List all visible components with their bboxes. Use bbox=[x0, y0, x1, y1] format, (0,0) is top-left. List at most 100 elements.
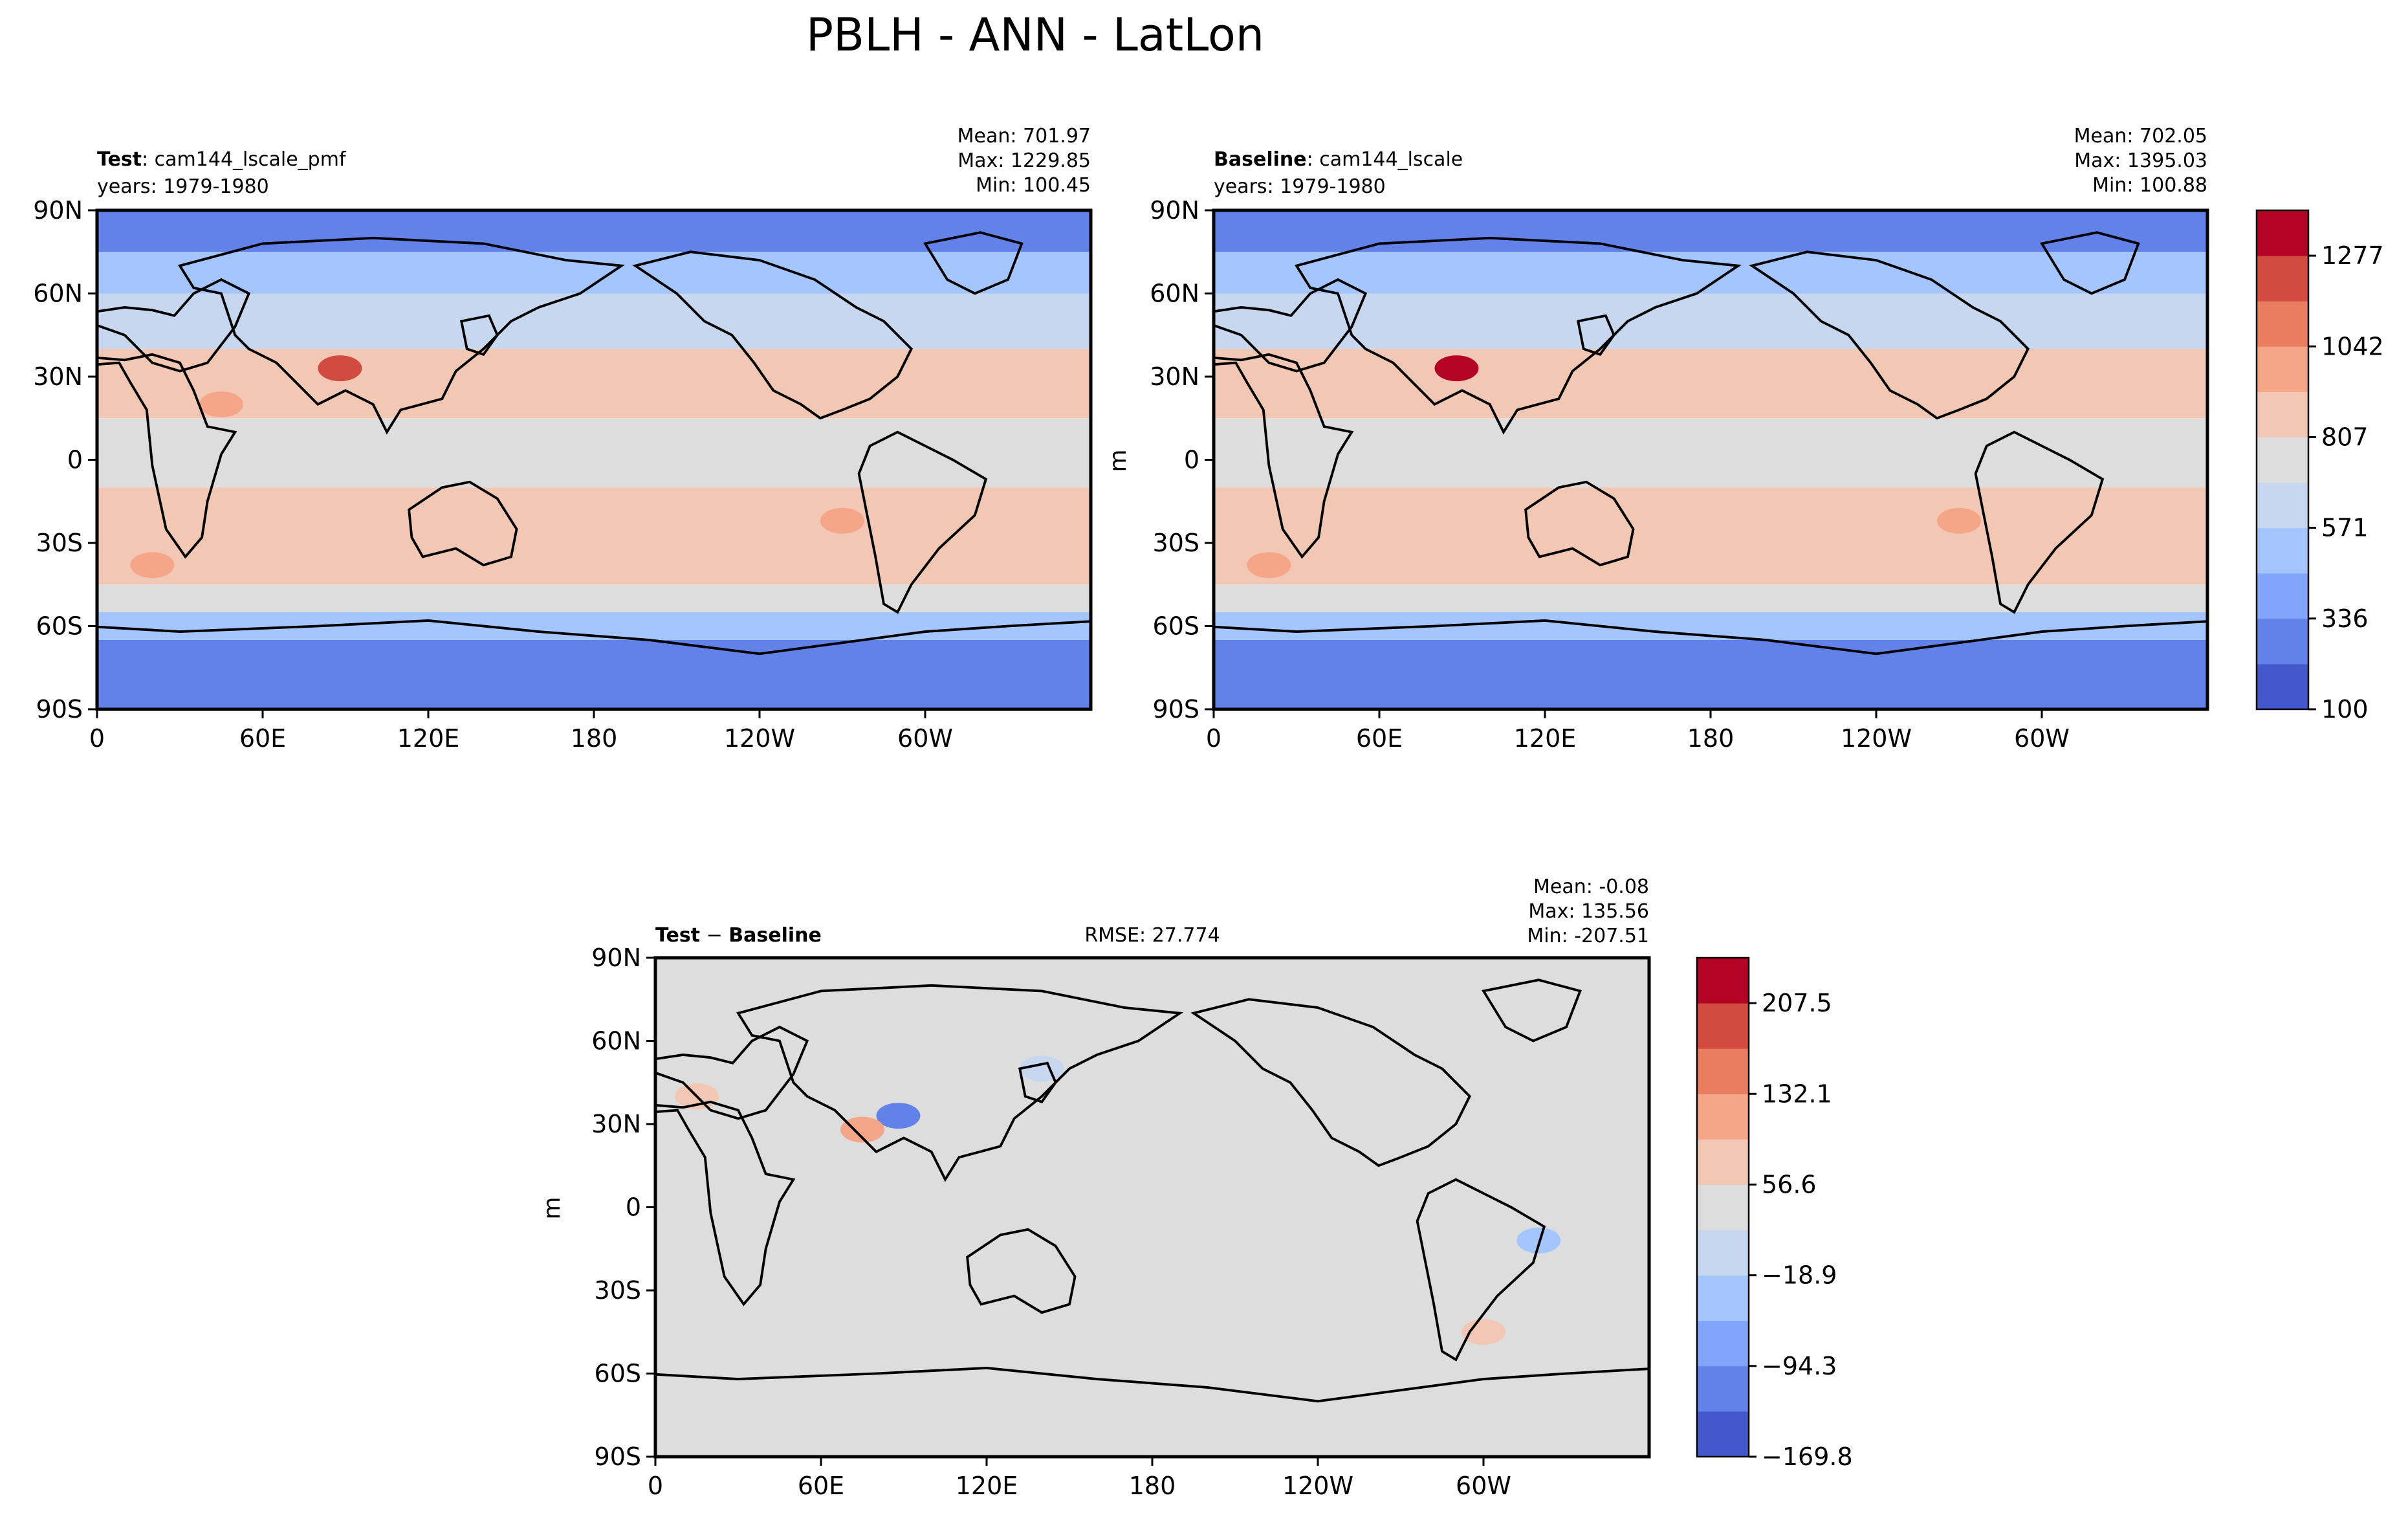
field-band bbox=[1214, 487, 2207, 585]
y-tick-label: 60S bbox=[36, 612, 83, 641]
colorbar-segment bbox=[2257, 256, 2308, 302]
y-tick-label: 90N bbox=[33, 196, 83, 225]
panel-diff-label-bold: Test bbox=[655, 924, 700, 947]
field-hotspot bbox=[199, 391, 243, 417]
colorbar-tick-label: 56.6 bbox=[1762, 1170, 1817, 1198]
colorbar-segment bbox=[1697, 1365, 1749, 1412]
panel-test-label-rest: : cam144_lscale_pmf bbox=[142, 148, 347, 171]
panel-baseline-years: years: 1979-1980 bbox=[1214, 175, 1386, 198]
colorbar-segment bbox=[1697, 1139, 1749, 1185]
y-tick-label: 30N bbox=[1150, 362, 1199, 391]
field-hotspot bbox=[1461, 1319, 1505, 1345]
x-tick-label: 120E bbox=[956, 1472, 1018, 1500]
colorbar-segment bbox=[1697, 1275, 1749, 1321]
panel-diff-rmse: RMSE: 27.774 bbox=[1084, 924, 1220, 947]
colorbar-frame bbox=[1696, 956, 1750, 1458]
y-tick-label: 60N bbox=[1150, 280, 1199, 308]
field-hotspot bbox=[130, 552, 175, 579]
colorbar-tick-label: 100 bbox=[2321, 695, 2369, 723]
colorbar-segment bbox=[2257, 527, 2308, 574]
x-tick-label: 120E bbox=[1514, 724, 1577, 753]
panel-baseline: Baseline: cam144_lscale years: 1979-1980… bbox=[1105, 125, 2209, 753]
panel-test-min: Min: 100.45 bbox=[976, 174, 1091, 197]
x-tick-label: 180 bbox=[1129, 1472, 1176, 1500]
panel-test-label: Test: cam144_lscale_pmf bbox=[97, 148, 347, 171]
x-tick-label: 180 bbox=[1687, 724, 1735, 753]
colorbar-segment bbox=[2257, 618, 2308, 665]
x-tick-label: 120W bbox=[724, 724, 795, 753]
panel-baseline-xticks: 0 60E 120E 180 120W 60W bbox=[1206, 709, 2070, 753]
panel-baseline-mean: Mean: 702.05 bbox=[2074, 125, 2207, 148]
colorbar-tick-label: −169.8 bbox=[1762, 1442, 1853, 1471]
panel-test-label-bold: Test bbox=[97, 148, 142, 171]
field-band bbox=[97, 349, 1091, 419]
colorbar-tick-label: 336 bbox=[2321, 604, 2369, 633]
field-hotspot bbox=[820, 507, 864, 534]
field-hotspot bbox=[318, 355, 362, 382]
colorbar-tick-label: −94.3 bbox=[1762, 1352, 1837, 1380]
field-band bbox=[97, 639, 1091, 709]
panel-test-max: Max: 1229.85 bbox=[958, 149, 1091, 172]
y-tick-label: 30S bbox=[36, 529, 83, 557]
y-tick-label: 0 bbox=[67, 446, 83, 474]
y-tick-label: 60S bbox=[1153, 612, 1199, 641]
colorbar-segment bbox=[1697, 1048, 1749, 1094]
field-band bbox=[97, 487, 1091, 585]
x-tick-label: 120W bbox=[1282, 1472, 1353, 1500]
x-tick-label: 60W bbox=[1456, 1472, 1511, 1500]
colorbar-segment bbox=[2257, 392, 2308, 437]
panel-test-xticks: 0 60E 120E 180 120W 60W bbox=[89, 709, 953, 753]
y-tick-label: 30S bbox=[595, 1276, 641, 1305]
colorbar-segment bbox=[1697, 1320, 1749, 1367]
panel-baseline-yticks: 90N 60N 30N 0 30S 60S 90S bbox=[1150, 196, 1214, 723]
panel-baseline-max: Max: 1395.03 bbox=[2074, 149, 2207, 172]
colorbar-segment bbox=[2257, 482, 2308, 529]
colorbar-tick-label: −18.9 bbox=[1762, 1261, 1837, 1290]
field-band bbox=[97, 252, 1091, 294]
field-hotspot bbox=[1434, 355, 1479, 382]
y-tick-label: 60N bbox=[33, 280, 83, 308]
colorbar-tick-label: 1277 bbox=[2321, 241, 2384, 270]
y-tick-label: 90S bbox=[595, 1442, 641, 1471]
x-tick-label: 60W bbox=[2014, 724, 2070, 753]
panel-diff-xticks: 0 60E 120E 180 120W 60W bbox=[648, 1457, 1511, 1500]
x-tick-label: 60E bbox=[1356, 724, 1403, 753]
field-hotspot bbox=[876, 1103, 921, 1129]
y-tick-label: 30N bbox=[591, 1110, 641, 1138]
field-band bbox=[1214, 293, 2207, 349]
colorbar-diff: 207.5 132.1 56.6 −18.9 −94.3 −169.8 bbox=[1696, 956, 1853, 1471]
field-band bbox=[97, 210, 1091, 252]
colorbar-tick-label: 132.1 bbox=[1762, 1079, 1832, 1108]
colorbar-segment bbox=[1697, 1184, 1749, 1231]
y-tick-label: 90N bbox=[591, 944, 641, 972]
field-band bbox=[1214, 210, 2207, 252]
colorbar-segment bbox=[1697, 1003, 1749, 1049]
panel-baseline-label-rest: : cam144_lscale bbox=[1307, 148, 1463, 171]
panel-baseline-ylabel: m bbox=[1105, 449, 1132, 472]
field-hotspot bbox=[840, 1116, 884, 1143]
colorbar-tick-label: 1042 bbox=[2321, 332, 2384, 360]
colorbar-segment bbox=[1697, 1094, 1749, 1140]
panel-diff: Test − Baseline RMSE: 27.774 Mean: -0.08… bbox=[539, 876, 1651, 1500]
panel-diff-yticks: 90N 60N 30N 0 30S 60S 90S bbox=[591, 944, 655, 1471]
y-tick-label: 60N bbox=[591, 1027, 641, 1055]
y-tick-label: 30S bbox=[1153, 529, 1199, 557]
field-band bbox=[655, 958, 1649, 1387]
panel-baseline-label-bold: Baseline bbox=[1214, 148, 1307, 171]
colorbar-segment bbox=[2257, 663, 2308, 710]
colorbar-frame bbox=[2255, 209, 2310, 711]
colorbar-segment bbox=[2257, 301, 2308, 347]
x-tick-label: 60W bbox=[897, 724, 953, 753]
field-band bbox=[1214, 639, 2207, 709]
field-hotspot bbox=[1247, 552, 1291, 579]
panel-test-yticks: 90N 60N 30N 0 30S 60S 90S bbox=[33, 196, 97, 723]
field-band bbox=[97, 418, 1091, 488]
colorbar-tick-label: 807 bbox=[2321, 423, 2369, 451]
y-tick-label: 90S bbox=[36, 695, 83, 723]
x-tick-label: 0 bbox=[1206, 724, 1221, 753]
field-band bbox=[1214, 418, 2207, 488]
field-band bbox=[97, 584, 1091, 613]
colorbar-segment bbox=[2257, 437, 2308, 483]
colorbar-segment bbox=[1697, 1230, 1749, 1276]
